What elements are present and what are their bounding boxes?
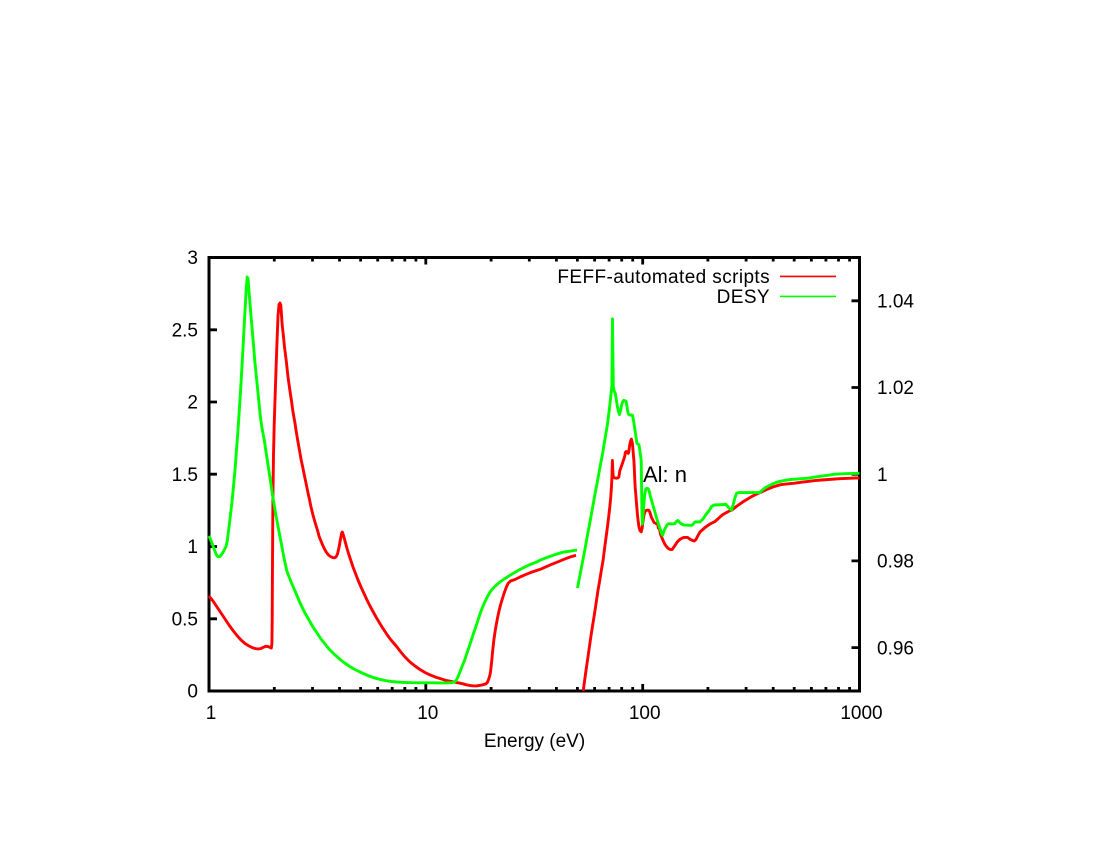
svg-text:3: 3 bbox=[187, 248, 198, 269]
svg-text:1.04: 1.04 bbox=[877, 292, 914, 313]
svg-text:2.5: 2.5 bbox=[172, 320, 198, 341]
svg-text:10: 10 bbox=[417, 703, 438, 724]
svg-text:1.5: 1.5 bbox=[172, 465, 198, 486]
svg-text:1: 1 bbox=[187, 537, 198, 558]
svg-text:1.02: 1.02 bbox=[877, 378, 914, 399]
svg-text:1000: 1000 bbox=[840, 703, 882, 724]
svg-text:0.98: 0.98 bbox=[877, 552, 914, 573]
svg-text:1: 1 bbox=[877, 465, 888, 486]
svg-text:2: 2 bbox=[187, 393, 198, 414]
svg-text:0.96: 0.96 bbox=[877, 638, 914, 659]
svg-text:Energy (eV): Energy (eV) bbox=[484, 731, 585, 752]
svg-text:0: 0 bbox=[187, 682, 198, 703]
svg-text:100: 100 bbox=[629, 703, 661, 724]
svg-text:1: 1 bbox=[206, 703, 217, 724]
svg-text:Al: n: Al: n bbox=[643, 462, 687, 487]
svg-text:0.5: 0.5 bbox=[172, 610, 198, 631]
svg-text:FEFF-automated scripts: FEFF-automated scripts bbox=[557, 267, 770, 288]
svg-text:DESY: DESY bbox=[717, 287, 770, 308]
